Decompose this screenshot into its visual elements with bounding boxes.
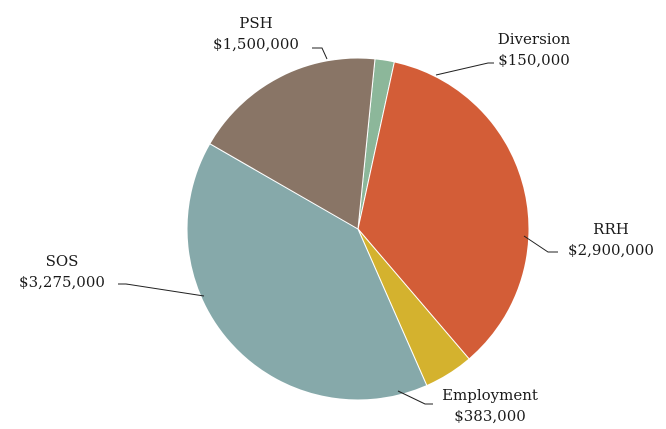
slice-label-diversion: Diversion $150,000 [498,30,571,69]
slice-label-diversion-value: $150,000 [498,51,570,69]
slice-label-employment-name: Employment [442,386,538,404]
slice-label-psh-value: $1,500,000 [213,35,299,53]
leader-line-diversion [435,62,494,76]
slice-label-sos-value: $3,275,000 [19,273,105,291]
slice-label-rrh-value: $2,900,000 [568,241,654,259]
pie-slice-psh [209,57,376,230]
slice-label-diversion-name: Diversion [498,30,571,48]
slice-label-employment-value: $383,000 [454,407,526,425]
slice-label-psh: PSH $1,500,000 [213,14,299,53]
pie-slice-sos [186,143,428,401]
leader-line-sos [118,283,205,297]
slice-label-sos-name: SOS [46,252,79,270]
slice-label-employment: Employment $383,000 [442,386,538,425]
leader-line-psh [312,47,328,60]
leader-line-employment [397,390,433,405]
slice-label-rrh: RRH $2,900,000 [568,220,654,259]
leader-line-rrh [523,235,558,253]
slice-label-sos: SOS $3,275,000 [19,252,105,291]
pie-slices [186,57,530,401]
slice-label-rrh-name: RRH [593,220,629,238]
slice-label-psh-name: PSH [239,14,272,32]
pie-slice-rrh [357,61,530,360]
